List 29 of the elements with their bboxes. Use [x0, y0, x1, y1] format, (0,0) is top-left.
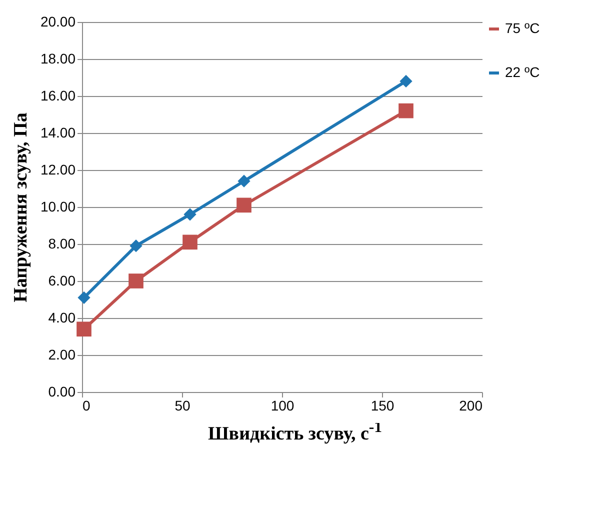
y-tick-label: 8.00 — [48, 236, 76, 252]
point — [400, 74, 412, 88]
point — [238, 174, 250, 188]
legend-label: 22 ºC — [505, 64, 540, 80]
legend-label: 75 ºC — [505, 20, 540, 36]
y-axis-title: Напруження зсуву, Па — [10, 112, 32, 302]
x-tick-label: 50 — [174, 398, 190, 414]
x-tick-label: 150 — [370, 398, 394, 414]
y-tick-label: 0.00 — [48, 384, 76, 400]
y-tick-label: 10.00 — [40, 198, 76, 214]
x-tick-label: 0 — [82, 398, 90, 414]
y-tick-label: 2.00 — [48, 346, 76, 362]
point — [78, 291, 90, 304]
y-tick-label: 4.00 — [48, 310, 76, 326]
point — [236, 198, 252, 213]
x-tick-label: 200 — [459, 398, 483, 414]
y-tick-label: 14.00 — [40, 124, 76, 140]
point — [130, 240, 142, 252]
point — [184, 208, 196, 221]
point — [182, 234, 198, 250]
y-tick-label: 12.00 — [40, 162, 76, 178]
y-tick-label: 20.00 — [40, 14, 76, 30]
x-tick-label: 100 — [270, 398, 294, 414]
point — [398, 103, 414, 118]
y-tick-label: 18.00 — [40, 50, 76, 66]
y-tick-label: 16.00 — [40, 88, 76, 104]
point — [76, 322, 92, 337]
point — [128, 274, 144, 288]
y-tick-label: 6.00 — [48, 272, 76, 288]
